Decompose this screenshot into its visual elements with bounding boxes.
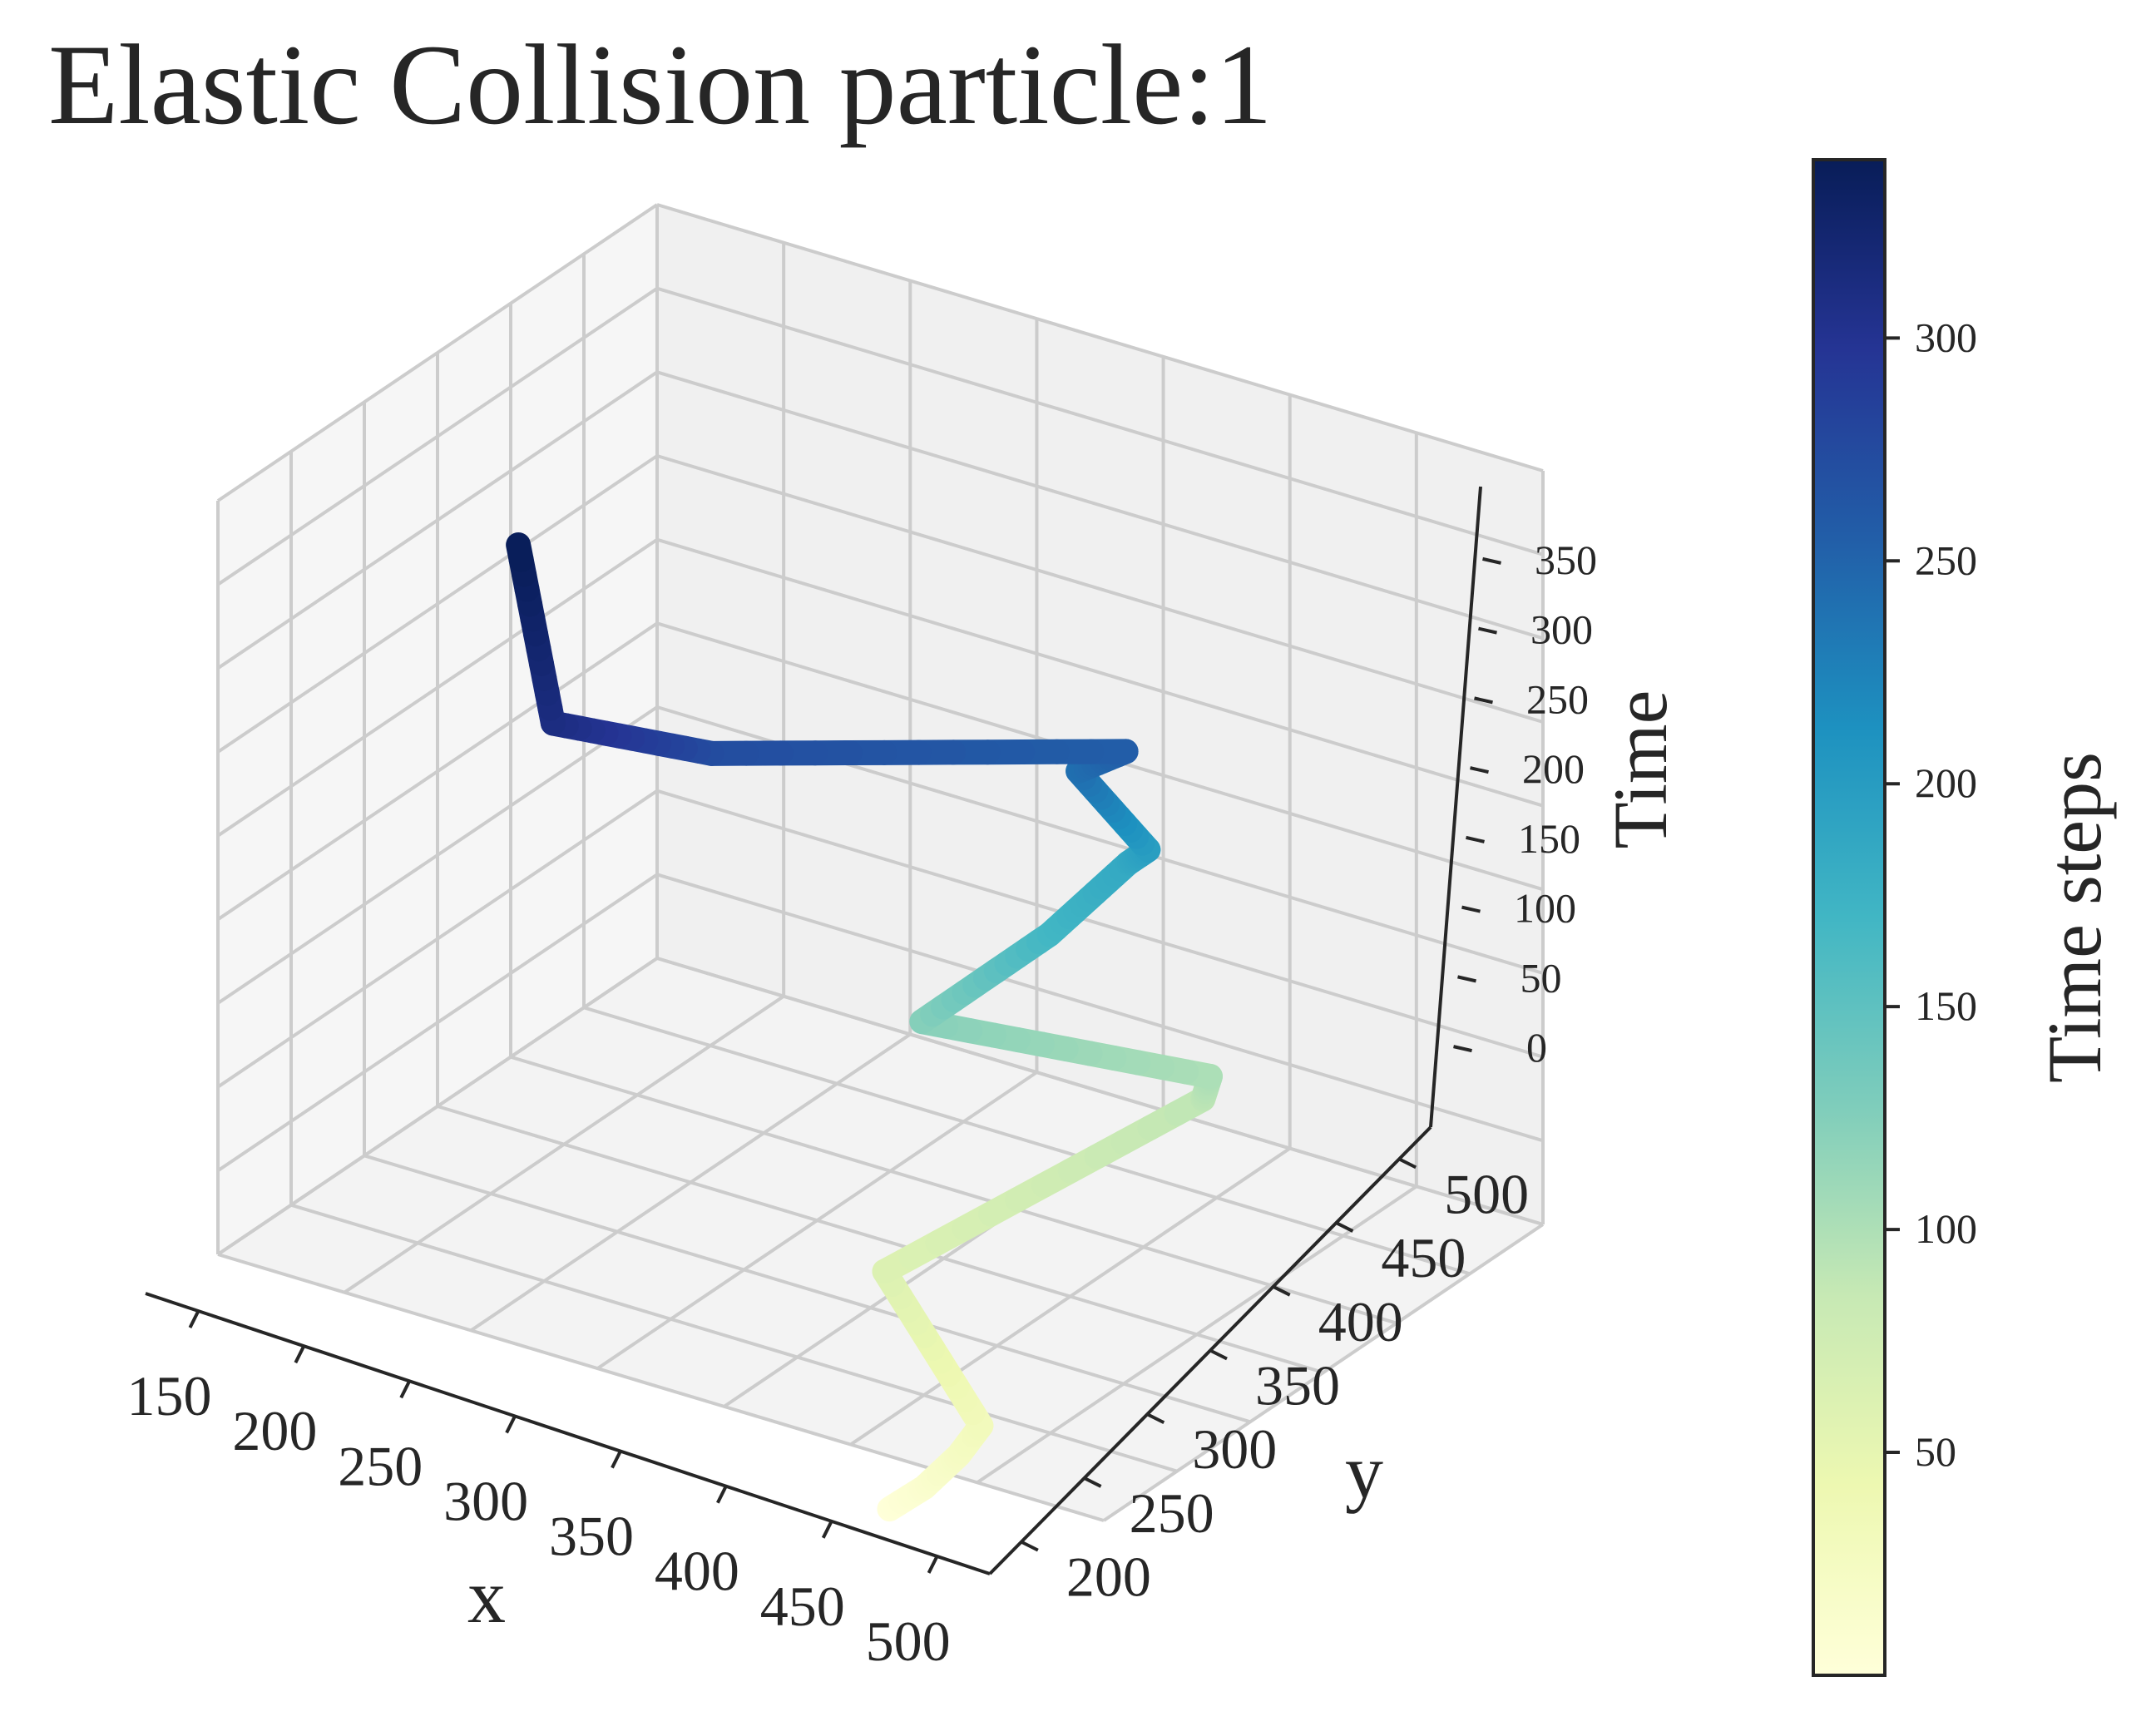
z-tick-label: 300: [1530, 606, 1593, 653]
grid-line: [216, 873, 659, 1172]
grid-line: [656, 537, 1544, 808]
z-tick-mark: [1474, 696, 1493, 705]
y-tick-mark: [1272, 1284, 1291, 1297]
z-tick-mark: [1466, 835, 1485, 843]
colorbar: [1812, 158, 1886, 1677]
x-tick-label: 250: [338, 1434, 423, 1497]
z-tick-label: 100: [1514, 885, 1576, 932]
grid-line: [510, 1055, 1397, 1325]
z-tick-mark: [1457, 975, 1476, 983]
x-axis-label: x: [467, 1554, 506, 1639]
grid-line: [363, 1154, 1251, 1424]
grid-line: [656, 454, 1544, 724]
trajectory-segment: [506, 532, 534, 572]
chart-title: Elastic Collision particle:1: [48, 21, 1273, 148]
y-tick-mark: [1020, 1540, 1039, 1552]
z-tick-label: 250: [1526, 675, 1589, 722]
grid-line: [656, 286, 1544, 556]
x-tick-label: 450: [760, 1575, 845, 1638]
y-tick-label: 250: [1130, 1481, 1214, 1545]
x-tick-label: 400: [655, 1540, 739, 1603]
x-tick-mark: [927, 1555, 939, 1574]
y-tick-label: 200: [1066, 1546, 1151, 1609]
x-tick-label: 500: [866, 1610, 951, 1673]
colorbar-ticks: 50 100 150 200 250 300: [1885, 314, 1977, 1475]
grid-lines: [216, 203, 1545, 1522]
z-tick-mark: [1478, 626, 1497, 635]
z-tick-mark: [1461, 905, 1481, 913]
grid-line: [656, 370, 1544, 640]
z-axis-line: [1429, 486, 1482, 1128]
y-tick-label: 500: [1444, 1162, 1529, 1225]
x-tick-mark: [716, 1485, 728, 1504]
grid-line: [216, 287, 659, 586]
grid-line: [216, 621, 659, 921]
x-tick-mark: [294, 1345, 306, 1364]
z-tick-mark: [1470, 766, 1489, 774]
colorbar-tick-label: 200: [1915, 759, 1977, 806]
y-tick-label: 400: [1318, 1290, 1403, 1353]
grid-line: [656, 203, 1544, 472]
grid-line: [656, 957, 1544, 1226]
axes-panes: [218, 205, 1543, 1521]
x-tick-label: 300: [443, 1469, 528, 1532]
x-tick-mark: [188, 1310, 200, 1328]
x-tick-label: 150: [126, 1364, 211, 1427]
grid-line: [216, 538, 659, 838]
z-tick-label: 350: [1535, 537, 1597, 583]
z-axis-label: Time: [1598, 690, 1683, 849]
y-tick-label: 300: [1192, 1417, 1277, 1481]
x-tick-mark: [821, 1520, 833, 1539]
grid-line: [583, 1006, 1471, 1276]
colorbar-tick-label: 250: [1915, 537, 1977, 583]
x-axis-line: [145, 1292, 991, 1575]
colorbar-tick-label: 100: [1915, 1205, 1977, 1252]
y-tick-mark: [1146, 1412, 1165, 1425]
z-tick-mark: [1482, 556, 1501, 565]
grid-line: [290, 1203, 1178, 1473]
grid-line: [217, 1253, 1105, 1522]
grid-line: [216, 370, 659, 670]
x-tick-mark: [399, 1380, 411, 1399]
colorbar-tick-label: 50: [1915, 1428, 1956, 1475]
grid-line: [437, 1105, 1324, 1374]
y-tick-mark: [1083, 1476, 1102, 1488]
tick-labels: 1502002503003504004505002002503003504004…: [126, 537, 1597, 1673]
grid-line: [216, 957, 659, 1256]
back-pane: [657, 205, 1543, 1224]
grid-line: [216, 789, 659, 1089]
grid-line: [216, 705, 659, 1005]
z-tick-label: 0: [1526, 1024, 1547, 1071]
y-axis-label: y: [1345, 1429, 1383, 1514]
z-tick-mark: [1453, 1045, 1472, 1053]
grid-line: [656, 789, 1544, 1059]
x-tick-label: 350: [549, 1505, 634, 1568]
y-tick-mark: [1335, 1221, 1354, 1233]
grid-line: [216, 203, 659, 502]
z-tick-label: 150: [1518, 815, 1580, 862]
colorbar-tick-label: 150: [1915, 982, 1977, 1029]
grid-line: [656, 873, 1544, 1143]
grid-line: [216, 454, 659, 754]
x-tick-label: 200: [232, 1399, 317, 1462]
y-tick-label: 350: [1255, 1354, 1340, 1417]
trajectory-line: [506, 532, 1223, 1522]
z-tick-label: 50: [1521, 954, 1562, 1001]
colorbar-label: Time steps: [2032, 752, 2117, 1083]
y-tick-mark: [1398, 1157, 1417, 1170]
y-tick-mark: [1209, 1348, 1228, 1361]
x-tick-mark: [505, 1415, 517, 1434]
y-tick-label: 450: [1381, 1226, 1466, 1289]
z-tick-label: 200: [1522, 745, 1585, 792]
colorbar-tick-label: 300: [1915, 314, 1977, 360]
x-tick-mark: [611, 1450, 622, 1469]
